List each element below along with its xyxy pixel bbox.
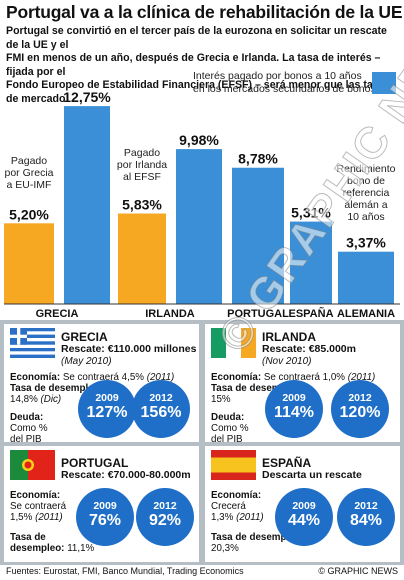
annotation-text: Pagado — [11, 155, 47, 167]
annotation-text: por Grecia — [4, 167, 53, 179]
rescue-status: Descarta un rescate — [262, 469, 362, 481]
unemployment-value: 14,8% (Dic) — [10, 394, 62, 405]
bar-chart: 5,20% 12,75% GRECIA 5,83% 9,98% IRLANDA 8,78% P… — [4, 90, 400, 320]
rescue-amount: Rescate: €70.000-80.000m — [61, 469, 191, 481]
panel-portugal: PORTUGAL Rescate: €70.000-80.000m Econom… — [4, 446, 199, 562]
economy-value: 1,3% (2011) — [211, 512, 264, 523]
bar-orange-grecia — [4, 223, 54, 304]
annotation-text: Rendimiento — [337, 163, 396, 175]
unemployment-label: Tasa de desempleo: — [211, 532, 304, 543]
unemployment-label: Tasa de desempleo: — [211, 383, 304, 394]
annotation-text: por Irlanda — [117, 159, 167, 171]
panel-grecia: GRECIA Rescate: €110.000 millones (May 2… — [4, 324, 199, 445]
debt-circle-2009: 2009 127% — [78, 380, 136, 438]
bar-label-blue: 5,31% — [291, 205, 331, 221]
unemployment-value: 20,3% — [211, 543, 239, 554]
greece-flag-icon — [10, 328, 55, 358]
debt-text: Como % — [211, 423, 249, 434]
subtitle-line: FMI en menos de un año, después de Greci… — [6, 52, 381, 78]
footer: Fuentes: Eurostat, FMI, Banco Mundial, T… — [6, 566, 398, 576]
economy-label: Economía: — [211, 490, 262, 501]
legend-swatch — [372, 72, 396, 94]
economy-text: Se contraerá — [10, 501, 67, 512]
debt-circle-2012: 2012 84% — [337, 488, 395, 546]
annotation-text: al EFSF — [123, 171, 161, 183]
country-name: PORTUGAL — [61, 456, 129, 470]
panel-espana: ESPAÑA Descarta un rescate Economía: Cre… — [205, 446, 400, 562]
legend-line: en los mercados secundarios de bonos — [193, 83, 376, 95]
rescue-amount: Rescate: €85.000m — [262, 343, 356, 355]
country-name: ESPAÑA — [262, 456, 312, 470]
legend: Interés pagado por bonos a 10 años en lo… — [193, 70, 376, 96]
annotation-text: 10 años — [347, 211, 384, 223]
rescue-amount: Rescate: €110.000 millones — [61, 343, 197, 355]
country-panels: GRECIA Rescate: €110.000 millones (May 2… — [0, 320, 404, 565]
bar-blue-portugal — [232, 167, 284, 304]
sources: Fuentes: Eurostat, FMI, Banco Mundial, T… — [6, 566, 244, 576]
category-label: ESPAÑA — [288, 307, 333, 320]
annotation-text: Pagado — [124, 147, 160, 159]
country-name: GRECIA — [61, 330, 108, 344]
debt-text: del PIB — [10, 434, 42, 445]
economy-text: Crecerá — [211, 501, 246, 512]
economy-text: Economía: Se contraerá 1,0% (2011) — [211, 372, 376, 383]
debt-circle-2012: 2012 92% — [136, 488, 194, 546]
unemployment-value: desempleo: 11,1% — [10, 543, 95, 554]
subtitle: Portugal se convirtió en el tercer país … — [6, 25, 398, 106]
bar-blue-alemania — [338, 251, 394, 304]
debt-circle-2009: 2009 76% — [76, 488, 134, 546]
page-title: Portugal va a la clínica de rehabilitaci… — [6, 2, 403, 22]
annotation-text: bono de — [347, 175, 385, 187]
bar-orange-irlanda — [118, 213, 166, 304]
bar-blue-grecia — [64, 106, 110, 305]
unemployment-value: 15% — [211, 394, 231, 405]
debt-text: Como % — [10, 423, 48, 434]
debt-circle-2009: 2009 44% — [275, 488, 333, 546]
debt-circle-2009: 2009 114% — [265, 380, 323, 438]
debt-circle-2012: 2012 120% — [331, 380, 389, 438]
subtitle-line: Portugal se convirtió en el tercer país … — [6, 25, 387, 51]
ireland-flag-icon — [211, 328, 256, 358]
debt-text: del PIB — [211, 434, 243, 445]
economy-value: 1,5% (2011) — [10, 512, 63, 523]
annotation-text: referencia — [343, 187, 390, 199]
bar-label-orange: 5,83% — [122, 197, 162, 213]
portugal-flag-icon — [10, 450, 55, 480]
spain-flag-icon — [211, 450, 256, 480]
country-name: IRLANDA — [262, 330, 316, 344]
economy-text: Economía: Se contraerá 4,5% (2011) — [10, 372, 175, 383]
category-label: ALEMANIA — [337, 308, 395, 320]
panel-irlanda: IRLANDA Rescate: €85.000m (Nov 2010) Eco… — [205, 324, 400, 445]
bar-blue-españa — [290, 221, 332, 304]
bar-label-blue: 12,75% — [63, 90, 111, 105]
debt-label: Deuda: — [10, 412, 44, 423]
subtitle-line: Fondo Europeo de Estabilidad Financiera … — [6, 79, 391, 105]
unemployment-label: Tasa de desempleo: — [10, 383, 103, 394]
category-label: GRECIA — [36, 308, 79, 320]
bar-label-orange: 5,20% — [9, 206, 49, 222]
legend-line: Interés pagado por bonos a 10 años — [193, 70, 362, 82]
credit: © GRAPHIC NEWS — [318, 566, 398, 576]
bar-label-blue: 3,37% — [346, 235, 386, 251]
rescue-date: (May 2010) — [61, 356, 112, 367]
annotation-text: a EU-IMF — [7, 179, 52, 191]
bar-label-blue: 9,98% — [179, 132, 219, 148]
rescue-date: (Nov 2010) — [262, 356, 312, 367]
unemployment-label: Tasa de — [10, 532, 46, 543]
bar-blue-irlanda — [176, 149, 222, 304]
category-label: PORTUGAL — [227, 308, 289, 320]
bar-label-blue: 8,78% — [238, 151, 278, 167]
economy-label: Economía: — [10, 490, 61, 501]
annotation-text: alemán a — [344, 199, 387, 211]
category-label: IRLANDA — [145, 308, 195, 320]
debt-circle-2012: 2012 156% — [132, 380, 190, 438]
debt-label: Deuda: — [211, 412, 245, 423]
